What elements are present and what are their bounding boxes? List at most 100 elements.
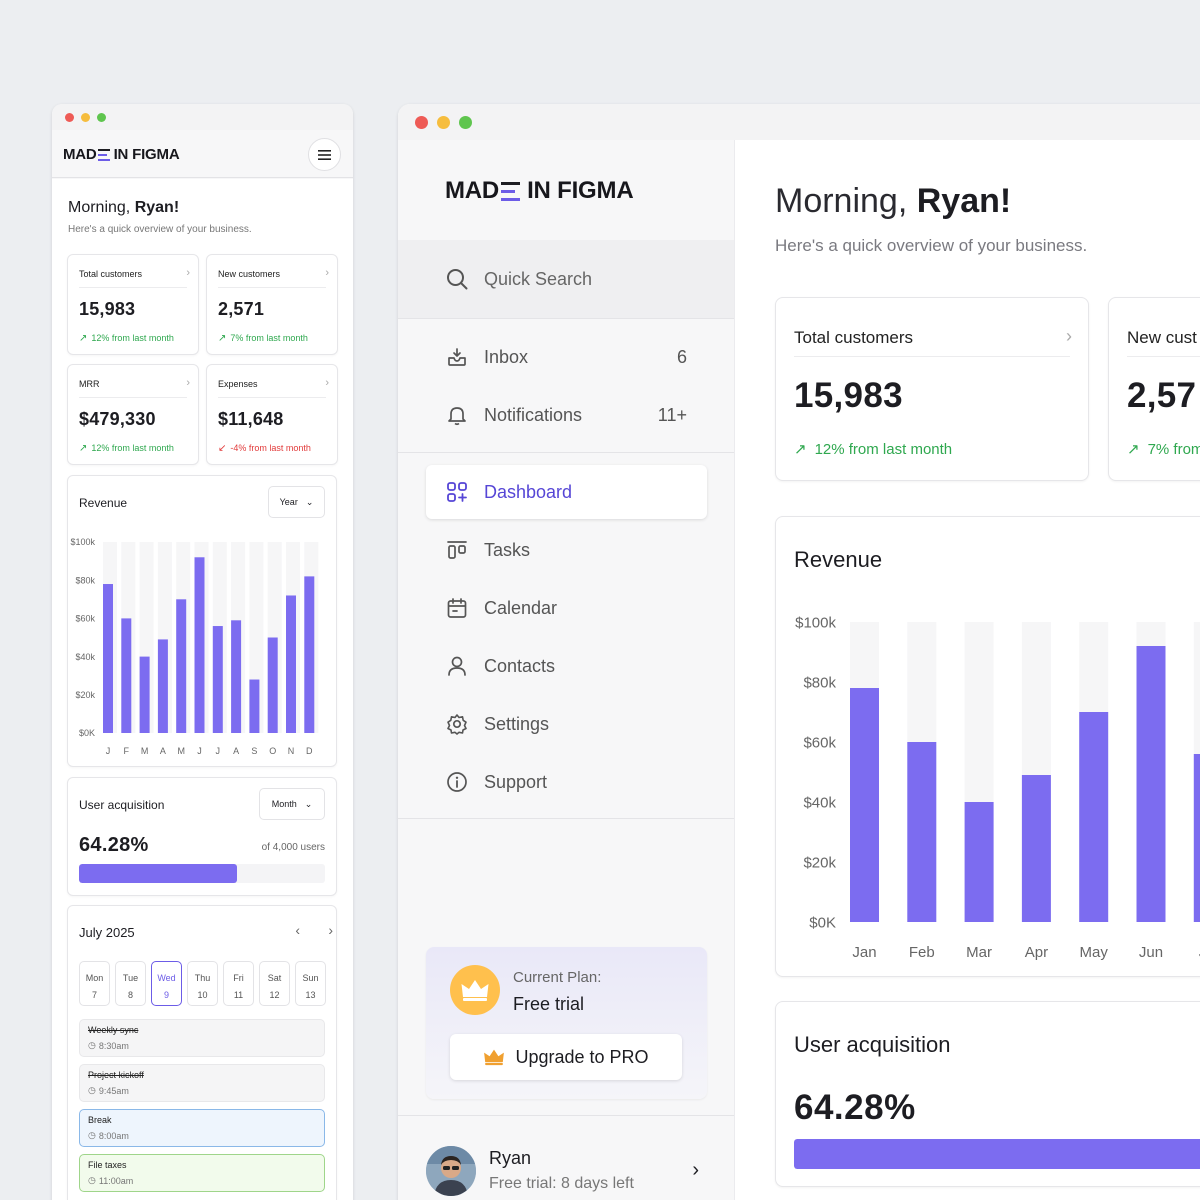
- stat-title: Expenses: [218, 379, 258, 389]
- bar[interactable]: [1193, 754, 1200, 922]
- bar[interactable]: [157, 639, 168, 733]
- stat-value: 2,57: [1127, 376, 1197, 415]
- greeting-subtitle: Here's a quick overview of your business…: [68, 224, 252, 235]
- logo[interactable]: MAD IN FIGMA: [445, 177, 634, 205]
- avatar: [426, 1146, 476, 1196]
- divider: [398, 1115, 734, 1116]
- acquisition-progress: [794, 1139, 1200, 1169]
- calendar-day[interactable]: Thu 10: [187, 961, 218, 1006]
- stat-value: 2,571: [218, 299, 265, 319]
- bar[interactable]: [267, 637, 278, 734]
- x-tick-label: F: [124, 746, 130, 756]
- calendar-week: Mon 7 Tue 8 Wed 9 Thu 10 Fri 11 Sat 12 Sun 13: [79, 961, 326, 1006]
- day-number: 11: [233, 990, 244, 1000]
- divider: [218, 397, 326, 398]
- main-content: Morning, Ryan! Here's a quick overview o…: [735, 140, 1200, 1200]
- bar[interactable]: [121, 618, 132, 733]
- bar[interactable]: [304, 576, 315, 733]
- bar[interactable]: [194, 557, 205, 733]
- minimize-dot[interactable]: [437, 116, 450, 129]
- sidebar-item-support[interactable]: Support: [426, 755, 707, 809]
- stat-card-mrr[interactable]: MRR › $479,330 ↗ 12% from last month: [67, 364, 199, 465]
- calendar-day[interactable]: Sat 12: [259, 961, 290, 1006]
- bar[interactable]: [249, 679, 260, 733]
- event-item[interactable]: Break ◷ 8:00am: [79, 1109, 325, 1147]
- stat-delta-text: -4% from last month: [230, 443, 311, 453]
- stat-card-total-customers[interactable]: Total customers › 15,983 ↗ 12% from last …: [67, 254, 199, 355]
- bar[interactable]: [212, 626, 223, 733]
- y-tick-label: $20k: [75, 690, 95, 700]
- y-tick-label: $0K: [79, 728, 95, 738]
- bar[interactable]: [103, 584, 113, 733]
- bar[interactable]: [850, 688, 879, 922]
- calendar-day-selected[interactable]: Wed 9: [151, 961, 182, 1006]
- event-item[interactable]: File taxes ◷ 11:00am: [79, 1154, 325, 1192]
- y-tick-label: $20k: [803, 854, 836, 871]
- sidebar-item-contacts[interactable]: Contacts: [426, 639, 707, 693]
- maximize-dot[interactable]: [97, 113, 106, 122]
- acquisition-period-select[interactable]: Month ⌄: [259, 788, 325, 820]
- user-profile[interactable]: Ryan Free trial: 8 days left ›: [426, 1143, 707, 1200]
- sidebar-item-tasks[interactable]: Tasks: [426, 523, 707, 577]
- chevron-down-icon: ⌄: [305, 496, 314, 507]
- clock-icon: ◷: [88, 1130, 96, 1140]
- chevron-right-icon: ›: [1066, 326, 1072, 346]
- sidebar-item-label: Notifications: [484, 404, 583, 425]
- bar[interactable]: [964, 802, 994, 922]
- stat-value: $479,330: [79, 409, 156, 429]
- stat-card-new-customers[interactable]: New customers › 2,571 ↗ 7% from last mont…: [206, 254, 338, 355]
- upgrade-button[interactable]: Upgrade to PRO: [450, 1034, 682, 1080]
- desktop-titlebar: [398, 104, 1200, 140]
- divider: [398, 818, 734, 819]
- stat-card-total-customers[interactable]: Total customers › 15,983 ↗ 12% from last …: [775, 297, 1089, 481]
- bar[interactable]: [1079, 712, 1109, 922]
- bar[interactable]: [1021, 775, 1051, 922]
- close-dot[interactable]: [415, 116, 428, 129]
- sidebar-item-dashboard[interactable]: Dashboard: [426, 465, 707, 519]
- stat-card-new-customers[interactable]: New cust 2,57 ↗ 7% from: [1108, 297, 1200, 481]
- calendar-day[interactable]: Sun 13: [295, 961, 326, 1006]
- y-tick-label: $0K: [809, 914, 836, 931]
- bar[interactable]: [139, 656, 150, 733]
- bar[interactable]: [1136, 646, 1166, 922]
- stat-value: 15,983: [79, 299, 136, 319]
- sidebar-item-label: Dashboard: [484, 481, 573, 502]
- sidebar-item-inbox[interactable]: Inbox 6: [426, 330, 707, 384]
- sidebar-item-settings[interactable]: Settings: [426, 697, 707, 751]
- calendar-prev-button[interactable]: ‹: [295, 922, 300, 938]
- bar[interactable]: [907, 742, 937, 922]
- bar[interactable]: [286, 595, 296, 733]
- x-tick-label: A: [160, 746, 166, 756]
- event-time: ◷ 8:30am: [88, 1040, 316, 1051]
- calendar-day[interactable]: Tue 8: [115, 961, 146, 1006]
- acquisition-value: 64.28%: [79, 834, 149, 856]
- calendar-next-button[interactable]: ›: [328, 922, 333, 938]
- sidebar-item-notifications[interactable]: Notifications 11+: [426, 388, 707, 442]
- close-dot[interactable]: [65, 113, 74, 122]
- stat-card-expenses[interactable]: Expenses › $11,648 ↙ -4% from last month: [206, 364, 338, 465]
- event-item[interactable]: Project kickoff ◷ 9:45am: [79, 1064, 325, 1102]
- chevron-left-icon: ‹: [295, 922, 300, 938]
- calendar-day[interactable]: Fri 11: [223, 961, 254, 1006]
- event-time-text: 8:30am: [98, 1040, 129, 1051]
- menu-button[interactable]: [308, 138, 341, 171]
- bell-icon: [446, 404, 468, 426]
- sidebar-item-calendar[interactable]: Calendar: [426, 581, 707, 635]
- logo-e-icon: [97, 148, 110, 161]
- bar[interactable]: [176, 599, 187, 733]
- page-title: Morning, Ryan!: [775, 182, 1011, 221]
- quick-search[interactable]: Quick Search: [398, 240, 734, 318]
- hamburger-icon: [318, 149, 331, 160]
- acquisition-title: User acquisition: [794, 1032, 951, 1057]
- x-tick-label: J: [216, 746, 221, 756]
- bar[interactable]: [231, 620, 242, 733]
- x-tick-label: Jun: [1139, 944, 1163, 961]
- period-select[interactable]: Year ⌄: [268, 486, 325, 518]
- gear-icon: [446, 713, 468, 735]
- mobile-window: MAD IN FIGMA Morning, Ryan! Here's a qui…: [52, 104, 353, 1200]
- logo[interactable]: MAD IN FIGMA: [63, 146, 180, 163]
- minimize-dot[interactable]: [81, 113, 90, 122]
- event-item[interactable]: Weekly sync ◷ 8:30am: [79, 1019, 325, 1057]
- calendar-day[interactable]: Mon 7: [79, 961, 110, 1006]
- maximize-dot[interactable]: [459, 116, 472, 129]
